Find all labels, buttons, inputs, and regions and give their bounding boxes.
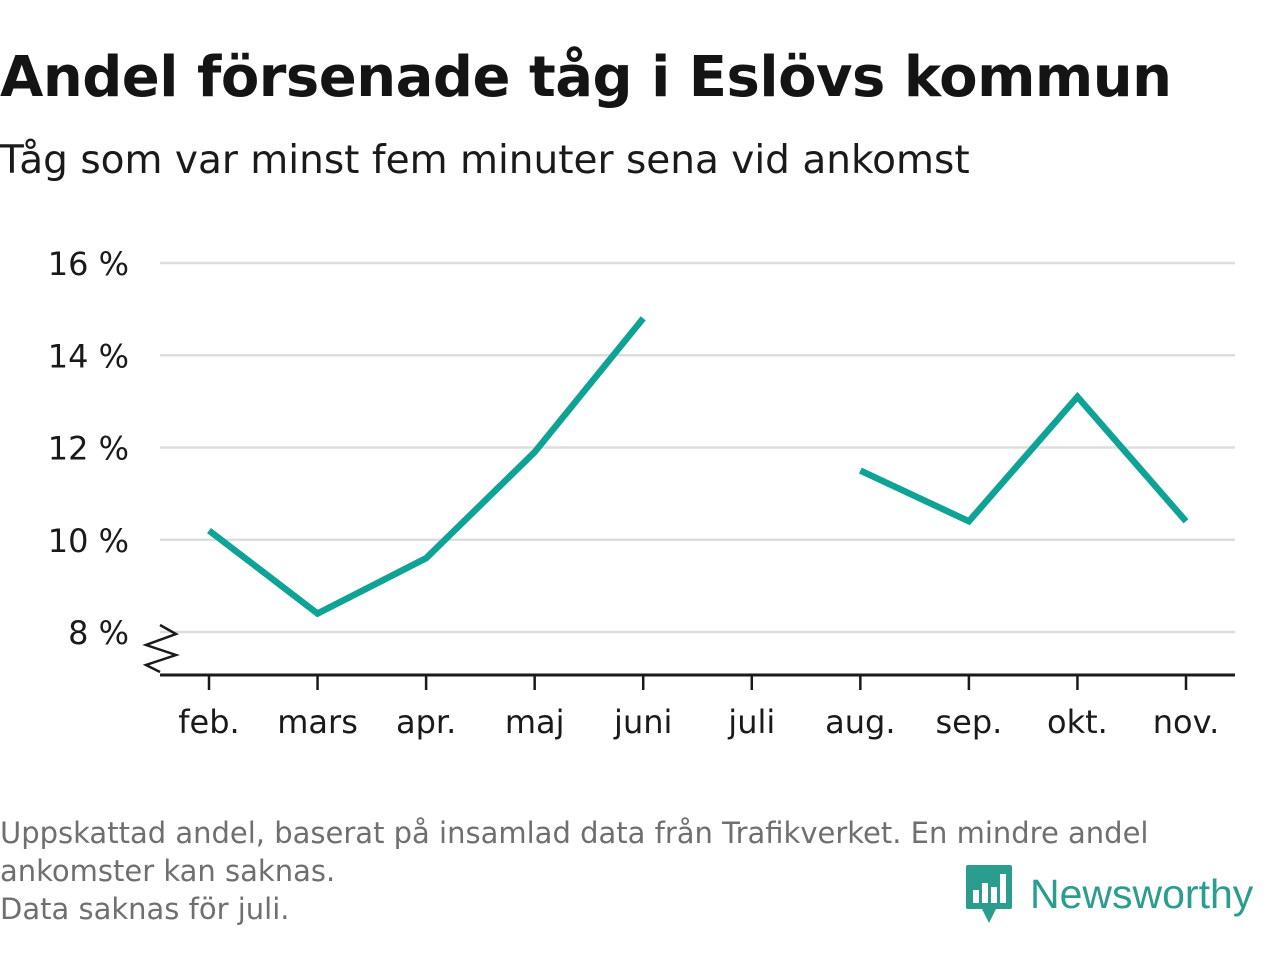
- y-tick-label: 10 %: [48, 522, 129, 560]
- y-tick-label: 8 %: [68, 614, 129, 652]
- x-tick-label: mars: [277, 703, 358, 741]
- chart-subtitle: Tåg som var minst fem minuter sena vid a…: [0, 138, 970, 183]
- x-tick-label: maj: [505, 703, 565, 741]
- x-tick-label: apr.: [396, 703, 456, 741]
- footnote-line: Data saknas för juli.: [0, 892, 290, 926]
- footnote-line: Uppskattad andel, baserat på insamlad da…: [0, 816, 1149, 850]
- series-line: [207, 316, 646, 618]
- axis-break-symbol: [142, 623, 180, 674]
- x-tick-label: sep.: [935, 703, 1002, 741]
- gridlines: [160, 261, 1235, 634]
- newsworthy-logo-icon: [966, 865, 1012, 923]
- y-tick-label: 12 %: [48, 430, 129, 468]
- brand-logo: Newsworthy: [964, 862, 1253, 926]
- y-axis-ticks: 8 % 10 % 12 % 14 % 16 %: [48, 245, 129, 652]
- series-line: [858, 391, 1189, 526]
- x-axis: feb. mars apr. maj juni juli aug. sep. okt. nov.: [142, 623, 1235, 741]
- footnote: Uppskattad andel, baserat på insamlad da…: [0, 814, 1270, 928]
- x-tick-label: feb.: [178, 703, 239, 741]
- series-lines: [207, 316, 1189, 618]
- y-tick-label: 16 %: [48, 245, 129, 283]
- x-tick-label: juni: [613, 703, 672, 741]
- x-tick-label: nov.: [1153, 703, 1219, 741]
- x-tick-label: juli: [727, 703, 775, 741]
- line-chart: 8 % 10 % 12 % 14 % 16 % feb. mars apr. maj juni j…: [48, 245, 1235, 741]
- brand-name: Newsworthy: [1030, 870, 1254, 917]
- footnote-line: ankomster kan saknas.: [0, 854, 336, 888]
- x-tick-label: okt.: [1047, 703, 1108, 741]
- chart-title: Andel försenade tåg i Eslövs kommun: [0, 45, 1172, 110]
- x-tick-label: aug.: [825, 703, 895, 741]
- y-tick-label: 14 %: [48, 337, 129, 375]
